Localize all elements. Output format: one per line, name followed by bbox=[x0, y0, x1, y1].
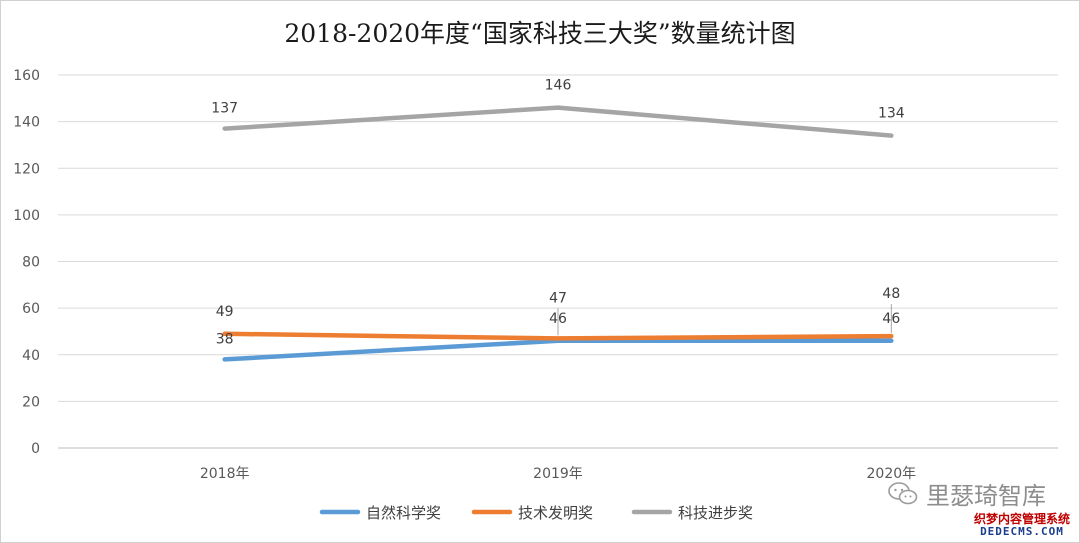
y-tick-label: 20 bbox=[22, 394, 40, 410]
brand-tag-chinese: 织梦内容管理系统 bbox=[973, 511, 1070, 526]
legend-label: 科技进步奖 bbox=[678, 504, 753, 522]
y-tick-label: 100 bbox=[13, 208, 40, 224]
brand-tag-english: DEDECMS.COM bbox=[980, 524, 1064, 538]
data-label: 146 bbox=[545, 78, 572, 94]
axes: 0 20 40 60 80 100 120 140 160 2018年 2019年 2020年 bbox=[13, 68, 916, 482]
x-tick-label: 2020年 bbox=[867, 466, 917, 482]
y-tick-label: 140 bbox=[13, 115, 40, 131]
legend: 自然科学奖 技术发明奖 科技进步奖 bbox=[319, 504, 753, 522]
wechat-icon bbox=[888, 481, 918, 504]
y-tick-label: 80 bbox=[22, 255, 40, 271]
x-tick-label: 2019年 bbox=[533, 466, 583, 482]
series-lines bbox=[222, 105, 894, 362]
brand-tag[interactable]: 织梦内容管理系统 DEDECMS.COM bbox=[969, 511, 1074, 539]
data-label: 137 bbox=[211, 101, 238, 117]
chart-title: 2018-2020年度“国家科技三大奖”数量统计图 bbox=[284, 19, 796, 48]
data-label: 49 bbox=[216, 304, 234, 320]
legend-label: 自然科学奖 bbox=[366, 504, 441, 522]
data-label: 134 bbox=[878, 106, 905, 122]
y-tick-label: 60 bbox=[22, 301, 40, 317]
data-label: 38 bbox=[216, 331, 234, 347]
gridlines bbox=[58, 74, 1058, 449]
y-tick-label: 40 bbox=[22, 348, 40, 364]
series-line bbox=[222, 338, 894, 362]
legend-label: 技术发明奖 bbox=[518, 504, 593, 522]
series-line bbox=[222, 331, 894, 341]
watermark-text: 里瑟琦智库 bbox=[926, 482, 1046, 510]
y-tick-label: 120 bbox=[13, 161, 40, 177]
y-tick-label: 0 bbox=[31, 441, 40, 457]
x-tick-label: 2018年 bbox=[200, 466, 250, 482]
series-line bbox=[222, 105, 894, 138]
y-tick-label: 160 bbox=[13, 68, 40, 84]
data-label: 48 bbox=[882, 286, 900, 302]
data-label: 47 bbox=[549, 290, 567, 306]
watermark: 里瑟琦智库 bbox=[888, 476, 1046, 511]
